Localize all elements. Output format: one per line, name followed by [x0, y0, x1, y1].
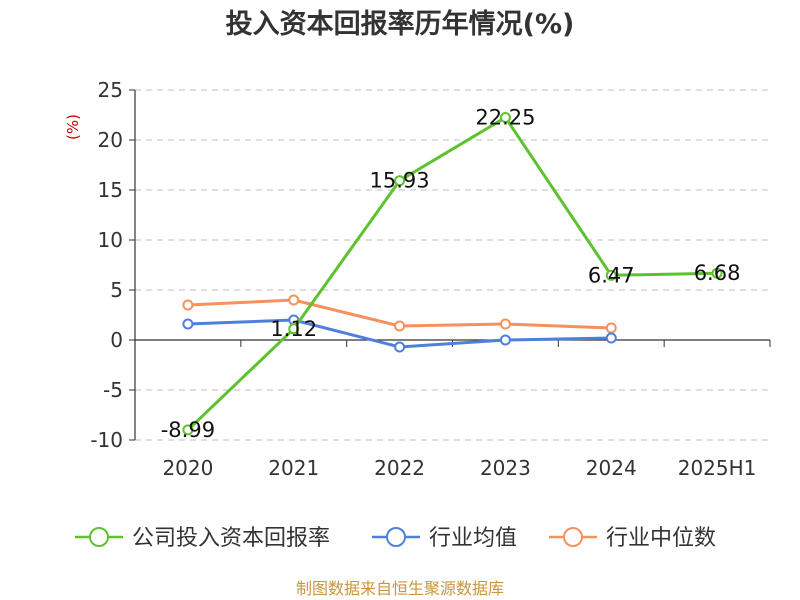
y-tick-label: 15 [98, 178, 123, 202]
y-tick-label: 0 [110, 328, 123, 352]
series-line [186, 116, 718, 431]
data-point [711, 267, 723, 279]
x-tick-labels: 2020 2021 2022 2023 2024 2025H1 [162, 456, 756, 480]
source-note: 制图数据来自恒生聚源数据库 [296, 579, 504, 598]
y-axis-unit: (%) [64, 114, 82, 140]
data-point [499, 318, 511, 330]
y-tick-label: 10 [98, 228, 123, 252]
y-tick-labels: 25 20 15 10 5 0 -5 -10 [90, 78, 123, 452]
series-2 [182, 294, 617, 334]
data-point [499, 334, 511, 346]
x-tick-label: 2020 [162, 456, 213, 480]
legend-item[interactable]: 行业中位数 [549, 526, 716, 551]
data-point [288, 294, 300, 306]
legend-label: 公司投入资本回报率 [132, 526, 330, 551]
data-point [499, 112, 511, 123]
data-point [182, 318, 194, 330]
data-label: 6.68 [694, 261, 741, 285]
legend-label: 行业均值 [429, 526, 517, 551]
legend-swatch-marker [386, 527, 406, 547]
data-point [182, 299, 194, 311]
y-tick-label: 5 [110, 278, 123, 302]
series-layer [182, 112, 723, 436]
data-point [182, 424, 194, 436]
legend: 公司投入资本回报率 行业均值 行业中位数 [75, 526, 716, 551]
x-tick-label: 2025H1 [678, 456, 757, 480]
x-tick-label: 2021 [268, 456, 319, 480]
x-tick-label: 2022 [374, 456, 425, 480]
data-point [394, 341, 406, 353]
data-point [394, 175, 406, 187]
y-tick-label: 20 [98, 128, 123, 152]
data-point [605, 269, 617, 281]
legend-swatch-marker [89, 527, 109, 547]
legend-item[interactable]: 公司投入资本回报率 [75, 526, 330, 551]
data-label: 22.25 [475, 106, 535, 130]
series-1 [182, 314, 617, 353]
legend-label: 行业中位数 [606, 526, 716, 551]
data-label: -8.99 [161, 418, 215, 442]
data-point [605, 322, 617, 334]
data-label: 6.47 [588, 263, 635, 287]
data-point [288, 323, 300, 335]
data-label: 15.93 [370, 169, 430, 193]
y-tick-label: -10 [90, 428, 123, 452]
legend-swatch-marker [563, 527, 583, 547]
y-tick-label: -5 [103, 378, 123, 402]
grid-lines [135, 89, 770, 441]
axes [129, 89, 771, 441]
data-point [605, 332, 617, 344]
y-tick-label: 25 [98, 78, 123, 102]
chart-title: 投入资本回报率历年情况(%) [226, 8, 575, 40]
data-label: 1.12 [270, 317, 317, 341]
legend-item[interactable]: 行业均值 [372, 526, 517, 551]
series-0 [182, 112, 723, 436]
x-tick-label: 2024 [586, 456, 637, 480]
x-tick-label: 2023 [480, 456, 531, 480]
data-labels: -8.99 1.12 15.93 22.25 6.47 6.68 [161, 106, 741, 442]
data-point [394, 320, 406, 332]
